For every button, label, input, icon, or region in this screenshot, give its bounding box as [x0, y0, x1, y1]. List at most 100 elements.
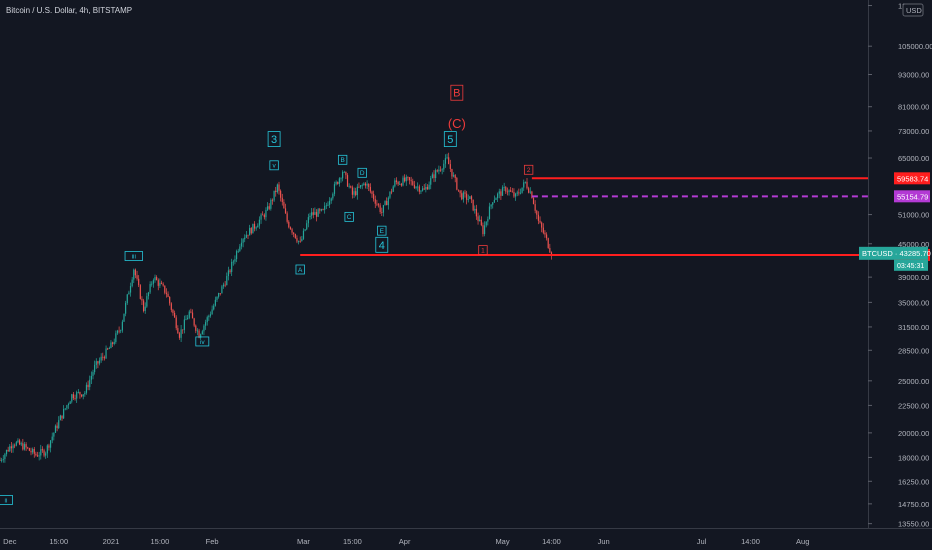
candle-body [200, 334, 202, 338]
y-tick-label: 14750.00 [898, 500, 929, 509]
x-tick-label: Aug [796, 537, 809, 546]
candle-body [102, 356, 104, 358]
candle-body [198, 330, 200, 338]
candle-body [240, 242, 243, 247]
candle-body [291, 229, 293, 233]
candle-body [94, 364, 96, 373]
candle-body [85, 384, 88, 393]
candle-body [154, 277, 156, 281]
candle-body [266, 206, 269, 210]
y-tick-label: 73000.00 [898, 127, 929, 136]
candle-body [317, 209, 319, 217]
candle-body [373, 193, 375, 200]
candle-body [208, 315, 210, 318]
candle-body [203, 325, 205, 332]
candle-body [351, 187, 354, 195]
candle-body [320, 209, 323, 211]
candle-body [229, 270, 231, 272]
candle-body [5, 449, 8, 455]
candle-body [446, 157, 448, 159]
candle-body [544, 232, 546, 235]
candle-body [311, 212, 313, 216]
candle-body [332, 193, 334, 199]
wave-label-box [124, 251, 143, 261]
candle-body [521, 187, 523, 193]
y-tick-label: 105000.00 [898, 42, 932, 51]
candle-body [33, 448, 35, 454]
candle-body [390, 191, 393, 193]
candle-body [408, 177, 411, 181]
candle-body [28, 448, 30, 451]
candle-body [46, 445, 48, 454]
candle-body [526, 181, 528, 189]
candle-body [4, 454, 6, 460]
candle-body [454, 175, 456, 178]
currency-badge[interactable] [902, 3, 924, 17]
candle-body [412, 181, 414, 185]
candle-body [369, 186, 371, 192]
candle-body [115, 333, 117, 342]
candle-body [178, 333, 181, 338]
y-tick-label: 31500.00 [898, 323, 929, 332]
candle-body [204, 322, 207, 326]
candle-body [457, 189, 460, 191]
wave-label: 4 [379, 240, 385, 252]
candle-body [209, 314, 212, 316]
candle-body [459, 190, 461, 194]
candle-body [410, 180, 412, 182]
currency-badge-label: USD [906, 6, 922, 15]
candle-body [542, 227, 544, 233]
candle-body [138, 278, 140, 286]
candle-body [36, 455, 39, 457]
candle-body [242, 239, 244, 243]
candle-body [35, 453, 37, 456]
level-price-label: 59583.74 [897, 174, 928, 183]
candle-body [402, 177, 404, 186]
candle-body [425, 186, 427, 190]
candle-body [366, 183, 368, 186]
candle-body [294, 233, 296, 239]
candle-body [441, 169, 443, 171]
candle-body [381, 212, 383, 213]
candle-body [67, 404, 70, 406]
candle-body [503, 187, 505, 188]
candle-body [319, 209, 321, 211]
candle-body [301, 238, 303, 242]
candle-body [443, 163, 445, 170]
candle-body [129, 286, 132, 293]
candle-body [25, 444, 27, 448]
candle-body [100, 356, 102, 361]
candle-body [469, 196, 471, 199]
candle-body [438, 169, 440, 172]
candle-body [252, 223, 254, 234]
candle-body [61, 415, 63, 419]
wave-label-box [337, 154, 348, 165]
candle-body [87, 384, 89, 388]
candle-body [487, 219, 489, 222]
candle-body [84, 392, 86, 395]
candle-body [196, 330, 199, 332]
candle-body [348, 186, 350, 188]
x-tick-label: 2021 [103, 537, 120, 546]
candle-body [537, 214, 540, 221]
candle-body [222, 284, 225, 287]
candle-body [234, 259, 236, 262]
candle-body [116, 330, 119, 334]
y-tick-label: 16250.00 [898, 477, 929, 486]
wave-label: B [340, 157, 344, 164]
candle-body [216, 296, 218, 300]
candle-body [430, 178, 432, 185]
candle-body [405, 176, 407, 182]
candle-body [191, 312, 194, 319]
candle-body [307, 217, 309, 224]
candle-body [221, 286, 223, 294]
candle-body [103, 357, 106, 359]
candle-body [51, 436, 53, 441]
candle-body [270, 199, 272, 209]
candle-body [547, 238, 549, 248]
candle-body [355, 191, 357, 196]
candle-body [237, 250, 239, 252]
candle-body [359, 185, 362, 188]
candle-body [41, 449, 44, 451]
